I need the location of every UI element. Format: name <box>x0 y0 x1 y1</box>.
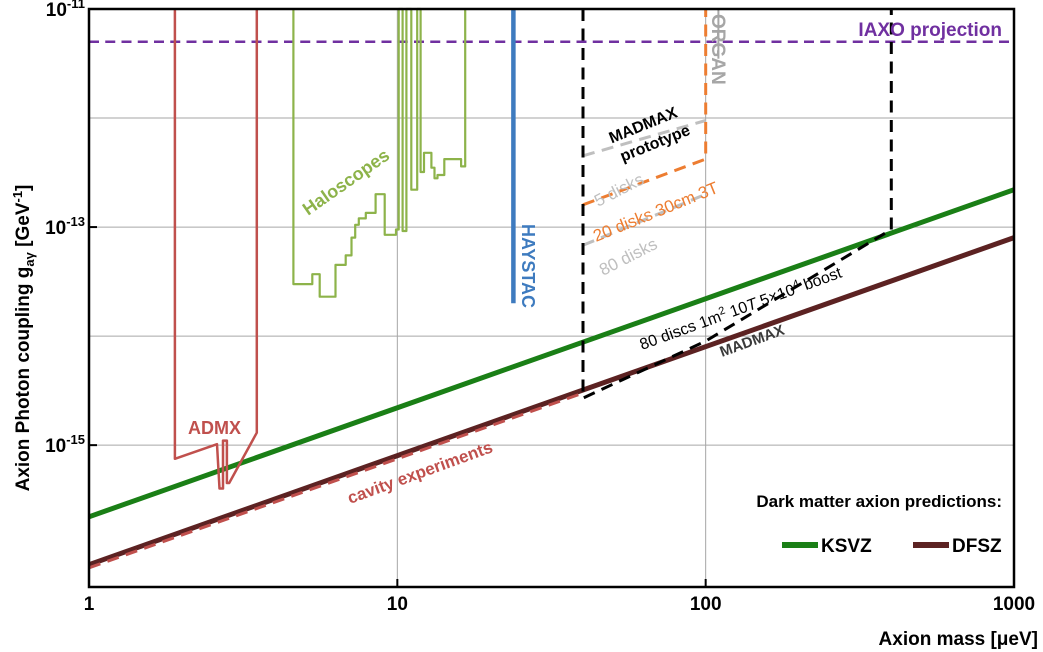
legend-label-ksvz: KSVZ <box>821 536 872 557</box>
series-layer <box>88 7 1015 570</box>
x-axis-label: Axion mass [μeV] <box>879 629 1038 650</box>
legend-label-dfsz: DFSZ <box>952 536 1002 557</box>
admx-label: ADMX <box>188 418 241 438</box>
x-tick-label: 10 <box>387 594 408 615</box>
series-cavity-experiments <box>88 391 584 570</box>
plot-frame <box>87 7 1016 589</box>
x-tick-label: 1 <box>84 594 95 615</box>
iaxo-label: IAXO projection <box>858 20 1002 41</box>
ticks: 1 10 100 1000 10-11 10-13 10-15 <box>45 0 1035 615</box>
series-madmax-prototype-80-disks <box>582 192 707 247</box>
legend-background <box>728 484 1010 582</box>
organ-label: ORGAN <box>707 14 728 85</box>
series-dfsz <box>88 235 1015 568</box>
series-madmax-prototype-5-disks <box>582 119 707 158</box>
legend-title: Dark matter axion predictions: <box>756 492 1002 511</box>
series-madmax <box>581 9 893 400</box>
haystac-label: HAYSTAC <box>518 224 538 308</box>
y-tick-label: 10-11 <box>46 0 85 21</box>
legend: Dark matter axion predictions: KSVZ DFSZ <box>728 484 1010 582</box>
y-tick-label: 10-15 <box>45 432 85 457</box>
x-tick-label: 100 <box>690 594 722 615</box>
x-tick-label: 1000 <box>993 594 1035 615</box>
series-madmax-prototype-20-disks-30cm-3t <box>582 9 708 207</box>
y-axis-label: Axion Photon coupling gaγ [GeV-1] <box>10 185 37 492</box>
series-admx <box>173 9 259 490</box>
y-tick-label: 10-13 <box>45 214 85 239</box>
series-ksvz <box>88 187 1015 520</box>
